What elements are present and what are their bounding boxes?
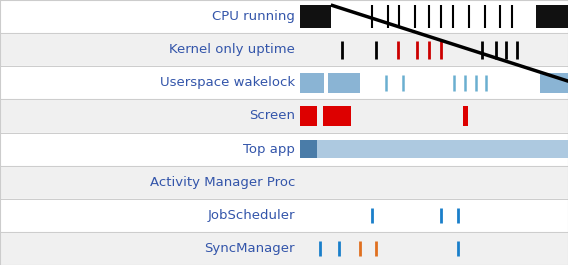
Bar [536,5,568,29]
Text: Screen: Screen [249,109,295,122]
Text: Kernel only uptime: Kernel only uptime [169,43,295,56]
Bar [463,106,468,126]
Bar [300,140,318,158]
Bar [0,199,568,232]
Bar [540,73,568,93]
Bar [0,33,568,66]
Bar [300,5,331,29]
Bar [0,166,568,199]
Bar [300,106,318,126]
Bar [0,0,568,33]
Text: JobScheduler: JobScheduler [207,209,295,222]
Text: SyncManager: SyncManager [204,242,295,255]
Text: Activity Manager Proc: Activity Manager Proc [149,176,295,189]
Bar [318,140,568,158]
Bar [0,132,568,166]
Bar [328,73,360,93]
Bar [0,66,568,99]
Text: Top app: Top app [243,143,295,156]
Bar [300,73,324,93]
Text: Userspace wakelock: Userspace wakelock [160,76,295,89]
Bar [0,99,568,132]
Bar [0,232,568,265]
Text: CPU running: CPU running [212,10,295,23]
Bar [323,106,351,126]
